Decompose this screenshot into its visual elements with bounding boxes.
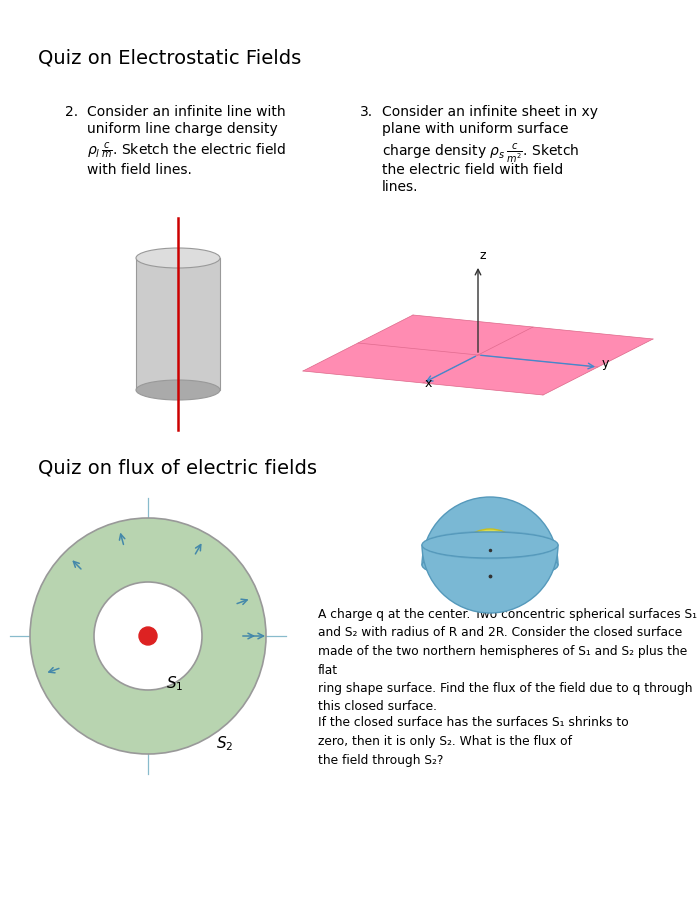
- Text: the electric field with field: the electric field with field: [382, 163, 564, 177]
- Text: $S_2$: $S_2$: [216, 735, 233, 753]
- Ellipse shape: [422, 551, 558, 578]
- Ellipse shape: [422, 533, 558, 558]
- Text: lines.: lines.: [382, 180, 419, 194]
- Circle shape: [30, 518, 266, 754]
- Text: Quiz on flux of electric fields: Quiz on flux of electric fields: [38, 458, 317, 477]
- Text: z: z: [480, 249, 486, 262]
- Text: charge density $\rho_s \,\frac{c}{m^2}$. Sketch: charge density $\rho_s \,\frac{c}{m^2}$.…: [382, 141, 580, 164]
- Ellipse shape: [136, 380, 220, 400]
- Ellipse shape: [136, 248, 220, 268]
- Ellipse shape: [422, 532, 558, 559]
- Text: x: x: [425, 377, 433, 390]
- Text: Consider an infinite sheet in xy: Consider an infinite sheet in xy: [382, 105, 598, 119]
- Text: $S_1$: $S_1$: [166, 674, 183, 693]
- Wedge shape: [422, 497, 558, 565]
- Polygon shape: [303, 315, 653, 395]
- Text: with field lines.: with field lines.: [87, 163, 192, 177]
- Circle shape: [94, 582, 202, 690]
- Text: 2.: 2.: [65, 105, 78, 119]
- Circle shape: [139, 627, 157, 645]
- Text: A charge q at the center. Two concentric spherical surfaces S₁
and S₂ with radiu: A charge q at the center. Two concentric…: [318, 608, 697, 714]
- Text: uniform line charge density: uniform line charge density: [87, 122, 278, 136]
- Ellipse shape: [454, 558, 526, 572]
- Bar: [136, 258, 220, 390]
- Text: y: y: [602, 357, 610, 370]
- Text: 3.: 3.: [360, 105, 373, 119]
- Text: If the closed surface has the surfaces S₁ shrinks to
zero, then it is only S₂. W: If the closed surface has the surfaces S…: [318, 716, 629, 767]
- Wedge shape: [422, 545, 558, 613]
- Text: Consider an infinite line with: Consider an infinite line with: [87, 105, 286, 119]
- Wedge shape: [454, 529, 526, 565]
- Text: $\rho_l \,\frac{c}{m}$. Sketch the electric field: $\rho_l \,\frac{c}{m}$. Sketch the elect…: [87, 141, 286, 162]
- Text: plane with uniform surface: plane with uniform surface: [382, 122, 568, 136]
- Text: Quiz on Electrostatic Fields: Quiz on Electrostatic Fields: [38, 48, 301, 67]
